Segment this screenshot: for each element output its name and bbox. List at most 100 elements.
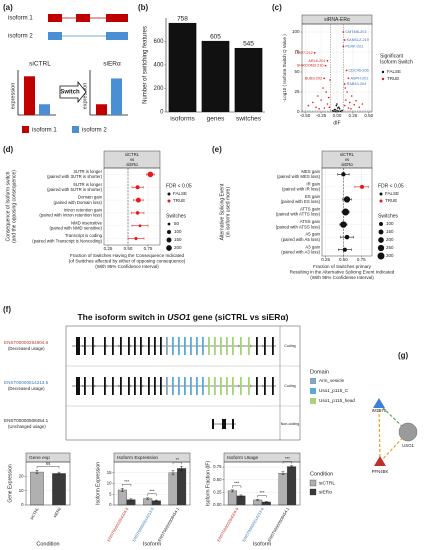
switch-label: Switch [60,90,80,96]
direction-chevron [81,384,84,388]
facet-title: Gene exp [29,455,50,461]
direction-chevron [249,344,252,348]
point [336,103,338,105]
bar [168,22,197,113]
exon [104,377,106,395]
legend-size-marker [377,244,385,252]
legend-label: isoform 2 [82,128,107,134]
exon [208,377,210,395]
exon [256,337,258,355]
transcript-usage: (Unchanged usage) [8,424,46,429]
x-axis-label: dIF [333,120,340,126]
network-node [398,422,418,442]
exon [172,337,174,355]
point [343,196,351,203]
exon [104,337,106,355]
category-label: (paired with Transcript is Noncoding) [32,238,102,243]
y-axis-label: Consequence of Isoform switch [5,171,11,241]
facet-title: siERα [341,162,353,167]
category-label: Transcript is coding [65,233,103,238]
exon [140,377,142,395]
exon [232,377,234,395]
category-label: A3 gain [305,244,320,249]
category-label: (paired with ES loss) [281,199,321,204]
category-label: IR gain [306,181,320,186]
labeled-point [342,31,345,33]
significance-label: ** [176,457,180,462]
legend-size-marker [379,222,383,226]
legend-swatch [310,378,316,384]
exon [220,337,222,355]
exon [196,337,198,355]
legend-label: TRUE [173,198,185,203]
exon [140,337,142,355]
facet-title: siCTRL [340,152,355,157]
x-axis-label: Fraction of Switches Having the Conseque… [70,253,185,258]
legend-swatch [309,488,317,496]
legend-swatch [309,479,317,487]
y-tick-label: 0 [160,110,164,116]
point [320,99,322,101]
point [135,211,140,215]
point [328,106,331,108]
point [336,107,339,109]
point [341,109,343,112]
significance-label: *** [149,488,154,493]
point [333,108,336,111]
x-tick-label: 0.50 [364,113,373,118]
network-node [374,456,386,466]
point [336,109,338,112]
legend-title: Significant [380,53,404,59]
network-edge [378,403,409,433]
point [318,108,320,110]
legend-label: TRUE [387,76,399,81]
x-tick-label: siERα [52,506,62,518]
labeled-point [324,64,327,67]
category-label: ATSS gain [300,219,321,224]
point [312,101,314,104]
category-label: (paired with IR loss) [282,187,321,192]
legend-label: FALSE [387,69,401,74]
direction-chevron [105,344,108,348]
x-tick-label: 0.75 [357,257,366,262]
bar [278,472,288,506]
bar [201,40,230,112]
category-label: ES gain [305,194,321,199]
direction-chevron [129,384,132,388]
exon [128,337,130,355]
category-label: (paired with ATSS loss) [276,224,321,229]
exon [232,337,234,355]
y-axis-label: Isoform Fraction (IF) [205,461,211,507]
y-axis-label: Isoform Expression [95,462,101,505]
exon [172,377,174,395]
category-label: Domain gain [78,195,103,200]
exon [202,377,204,395]
legend-label: siERα [319,489,332,495]
legend-label: 50 [174,221,180,226]
exon [208,337,210,355]
y-tick-label: 5 [109,491,112,496]
y-tick-label: 0.00 [213,502,222,507]
exon [84,337,86,355]
y-tick-label: 0 [297,109,300,114]
point [341,172,346,177]
y-tick-label: 0.50 [213,477,222,482]
bar [111,78,122,115]
significance-bracket [122,484,132,487]
exon [148,377,150,395]
point [339,110,341,112]
point [326,103,329,105]
gene-annotation: LMO7-212 [295,51,313,55]
bar [96,104,107,115]
point [323,107,326,109]
isoform-name: isoform 1 [8,16,33,22]
node-label: USO1 [402,443,414,448]
value-label: 545 [243,41,254,48]
y-axis-label: expression [82,83,88,110]
exon [166,377,168,395]
legend-marker [167,192,171,196]
point [342,247,347,252]
direction-chevron [249,384,252,388]
x-axis-label: Isoform [143,541,162,547]
